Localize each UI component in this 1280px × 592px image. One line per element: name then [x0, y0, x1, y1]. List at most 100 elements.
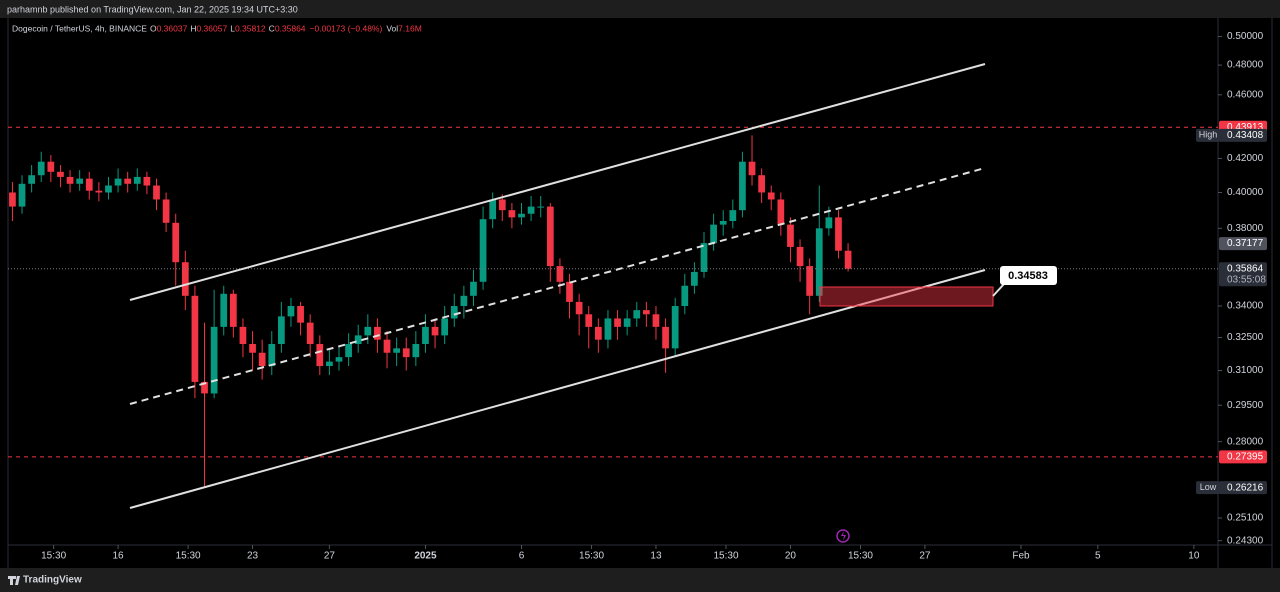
- candle-body: [76, 178, 84, 184]
- x-tick-label: 20: [785, 551, 797, 562]
- candle-body: [556, 266, 564, 282]
- price-tag: High: [1199, 130, 1218, 140]
- candle-body: [527, 206, 535, 214]
- candle-body: [537, 206, 545, 208]
- candle-body: [489, 199, 497, 220]
- candle-body: [47, 161, 55, 172]
- published-text: parhamnb published on TradingView.com, J…: [7, 4, 298, 14]
- candle-body: [431, 326, 439, 336]
- y-tick-label: 0.42000: [1227, 153, 1264, 164]
- candle-body: [643, 310, 650, 315]
- candle-body: [844, 250, 852, 269]
- y-tick-label: 0.38000: [1227, 223, 1264, 234]
- price-label: 0.43913: [1227, 122, 1264, 133]
- candle-body: [835, 217, 842, 251]
- candle-body: [172, 222, 180, 263]
- vol-value: 7.16M: [398, 23, 422, 33]
- y-tick-label: 0.24300: [1227, 535, 1264, 546]
- x-tick-label: 15:30: [579, 551, 604, 562]
- price-label-box: [1219, 128, 1267, 142]
- candle-body: [306, 322, 314, 345]
- candle-body: [739, 161, 746, 211]
- candle-body: [402, 348, 410, 358]
- candle-body: [335, 357, 343, 362]
- candle-body: [393, 348, 400, 353]
- candle-body: [652, 314, 660, 327]
- candle-body: [566, 281, 573, 302]
- ohlc-key: C: [269, 23, 275, 33]
- event-icon-bolt: [841, 531, 846, 541]
- candle-body: [710, 224, 717, 244]
- zone: [819, 286, 994, 307]
- candle-body: [316, 344, 324, 367]
- candle-body: [326, 361, 333, 367]
- candle-body: [268, 344, 276, 367]
- candle-body: [460, 295, 468, 307]
- channel-lower: [129, 269, 986, 509]
- price-label-box: [1219, 237, 1267, 251]
- callout-pointer: [992, 283, 1005, 297]
- candle-body: [508, 210, 516, 218]
- x-tick-label: 10: [1188, 551, 1200, 562]
- candle-body: [383, 339, 391, 353]
- candle-body: [691, 271, 698, 286]
- candle-body: [297, 306, 304, 323]
- candle-body: [57, 171, 64, 177]
- candle-body: [287, 306, 295, 317]
- event-icon[interactable]: [836, 529, 850, 543]
- x-tick-label: 15:30: [713, 551, 738, 562]
- candle-body: [633, 310, 641, 319]
- candle-body: [604, 318, 612, 340]
- x-tick-label: 27: [324, 551, 336, 562]
- brand-logo: [8, 576, 20, 585]
- candle-body: [354, 335, 362, 345]
- legend: Dogecoin / TetherUS, 4h, BINANCE O 0.36037…: [12, 23, 422, 33]
- y-tick-label: 0.40000: [1227, 187, 1264, 198]
- price-label: 0.37177: [1227, 238, 1264, 249]
- change: −0.00173 (−0.48%): [310, 23, 383, 33]
- candle-body: [518, 213, 525, 218]
- plot: [8, 126, 1218, 488]
- y-tick-label: 0.50000: [1227, 31, 1264, 42]
- candle-body: [498, 199, 506, 211]
- candle-body: [614, 318, 621, 327]
- callout-label: 0.34583: [1008, 270, 1048, 282]
- candle-body: [700, 243, 708, 272]
- candle-body: [623, 318, 631, 327]
- candle-body: [777, 199, 785, 225]
- candle-body: [422, 326, 429, 345]
- y-tick-label: 0.29500: [1227, 400, 1264, 411]
- candle-body: [585, 314, 593, 327]
- footer-bar: [0, 568, 1280, 592]
- brand-text: TradingView: [23, 575, 82, 586]
- candle-body: [729, 210, 737, 221]
- candle-body: [9, 192, 16, 207]
- y-tick-label: 0.46000: [1227, 89, 1264, 100]
- x-tick-label: 27: [919, 551, 931, 562]
- candle-body: [278, 316, 285, 345]
- x-tick-label: 16: [113, 551, 125, 562]
- candle-body: [153, 185, 160, 200]
- candle-body: [18, 183, 26, 207]
- ohlc-value: 0.36057: [196, 23, 227, 33]
- candle-body: [345, 344, 352, 358]
- candle-body: [374, 326, 381, 340]
- candle-body: [662, 326, 669, 349]
- x-tick-label: 6: [519, 551, 525, 562]
- candle-body: [758, 175, 765, 193]
- candle-body: [825, 217, 833, 229]
- y-tick-label: 0.25100: [1227, 513, 1264, 524]
- price-label-box: [1219, 262, 1267, 287]
- candle-body: [66, 176, 74, 184]
- candle-body: [767, 192, 775, 200]
- symbol: Dogecoin / TetherUS, 4h, BINANCE: [12, 23, 147, 33]
- candle-body: [258, 352, 266, 367]
- candle-body: [249, 344, 256, 353]
- candle-body: [806, 266, 814, 296]
- header-bar: [0, 0, 1280, 18]
- price-label: 0.26216: [1227, 482, 1264, 493]
- ohlc-value: 0.35864: [275, 23, 306, 33]
- x-tick-label: 13: [650, 551, 662, 562]
